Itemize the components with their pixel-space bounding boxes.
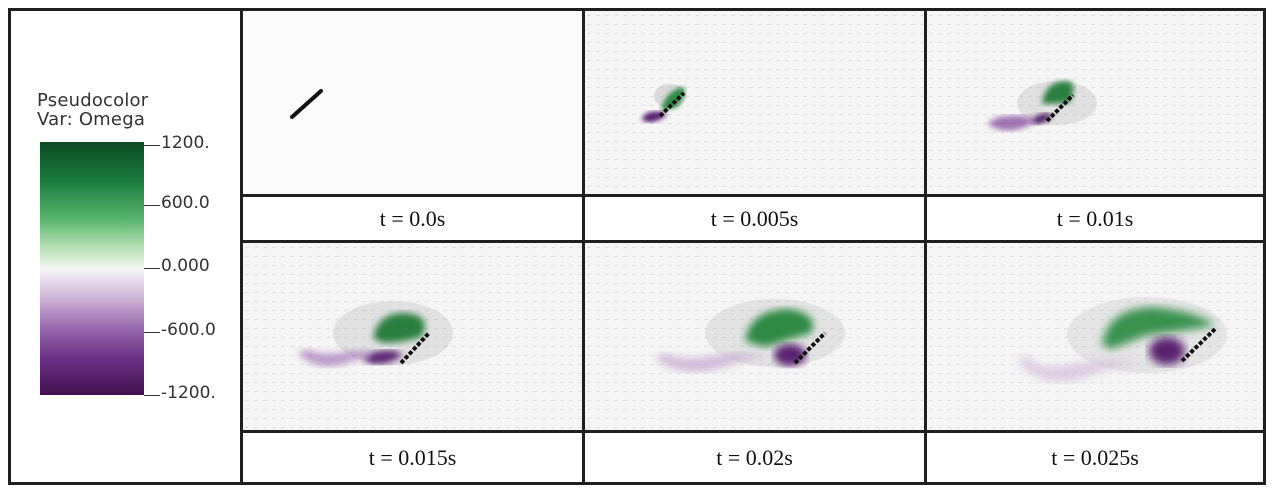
grid-divider bbox=[240, 11, 243, 482]
grid-divider bbox=[240, 430, 1263, 433]
legend-title-line1: Pseudocolor bbox=[37, 90, 149, 111]
legend-title-line2: Var: Omega bbox=[37, 109, 146, 130]
grid-divider bbox=[582, 11, 585, 482]
simulation-panel-t2 bbox=[927, 11, 1263, 194]
colorbar-tick bbox=[144, 205, 160, 206]
colorbar-tick-label: -1200. bbox=[161, 383, 216, 403]
colorbar-tick bbox=[144, 268, 160, 269]
colorbar-tick bbox=[144, 145, 160, 146]
figure-frame: Pseudocolor Var: Omega 1200. 600.0 0.000… bbox=[8, 8, 1266, 485]
panel-caption: t = 0.0s bbox=[379, 205, 446, 231]
panel-caption: t = 0.01s bbox=[1056, 205, 1134, 231]
colorbar-legend: Pseudocolor Var: Omega 1200. 600.0 0.000… bbox=[11, 11, 240, 482]
panel-caption: t = 0.005s bbox=[710, 205, 799, 231]
simulation-panel-t0 bbox=[243, 11, 582, 194]
simulation-panel-t5 bbox=[927, 243, 1263, 430]
grid-divider bbox=[240, 194, 1263, 197]
grid-divider bbox=[924, 11, 927, 482]
colorbar-gradient bbox=[40, 142, 144, 395]
colorbar-tick-label: -600.0 bbox=[161, 320, 216, 340]
panel-caption: t = 0.02s bbox=[716, 444, 793, 470]
colorbar-tick bbox=[144, 332, 160, 333]
legend-title: Pseudocolor Var: Omega bbox=[37, 91, 148, 129]
panel-caption: t = 0.025s bbox=[1051, 444, 1139, 470]
colorbar-tick-label: 600.0 bbox=[161, 193, 210, 213]
colorbar-tick bbox=[144, 395, 160, 396]
simulation-panel-t1 bbox=[585, 11, 924, 194]
panel-caption: t = 0.015s bbox=[368, 444, 457, 470]
simulation-panel-t4 bbox=[585, 243, 924, 430]
grid-divider bbox=[240, 240, 1263, 243]
simulation-panel-t3 bbox=[243, 243, 582, 430]
colorbar-tick-label: 1200. bbox=[161, 133, 210, 153]
colorbar-tick-label: 0.000 bbox=[161, 256, 210, 276]
